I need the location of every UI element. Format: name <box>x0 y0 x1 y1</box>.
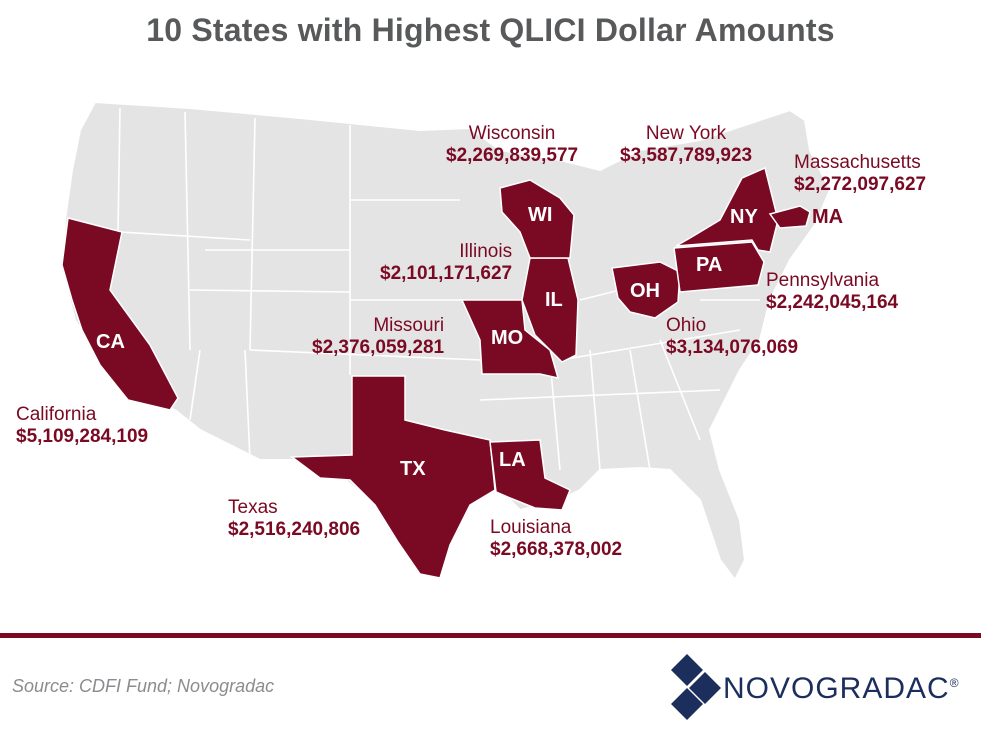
registered-mark: ® <box>949 676 960 690</box>
label-new-york: New York $3,587,789,923 <box>620 123 752 167</box>
state-amount: $2,272,097,627 <box>794 173 927 195</box>
label-texas: Texas $2,516,240,806 <box>228 497 360 541</box>
label-ohio: Ohio $3,134,076,069 <box>666 315 798 359</box>
label-wisconsin: Wisconsin $2,269,839,577 <box>446 123 578 167</box>
state-amount: $2,516,240,806 <box>228 518 361 540</box>
diamond-logo-icon <box>671 654 721 720</box>
state-MO[interactable] <box>460 299 560 380</box>
abbr-IL: IL <box>545 289 563 311</box>
state-TX[interactable] <box>289 375 496 579</box>
state-name: Massachusetts <box>794 152 921 173</box>
label-massachusetts: Massachusetts $2,272,097,627 <box>794 152 926 196</box>
abbr-MA: MA <box>812 206 844 228</box>
state-name: California <box>16 404 97 425</box>
state-name: New York <box>645 123 727 144</box>
state-name: Ohio <box>666 315 707 336</box>
state-amount: $2,376,059,281 <box>312 336 445 358</box>
abbr-PA: PA <box>696 254 723 276</box>
label-missouri: Missouri $2,376,059,281 <box>312 315 444 359</box>
state-MA[interactable] <box>768 205 811 229</box>
state-name: Illinois <box>459 241 513 262</box>
state-OH[interactable] <box>611 261 681 319</box>
logo-text: NOVOGRADAC <box>723 672 950 705</box>
state-name: Pennsylvania <box>766 270 880 291</box>
logo-wordmark: NOVOGRADAC® <box>723 672 960 706</box>
state-name: Louisiana <box>490 517 572 538</box>
abbr-LA: LA <box>499 449 526 471</box>
state-PA[interactable] <box>673 241 765 293</box>
label-pennsylvania: Pennsylvania $2,242,045,164 <box>766 270 898 314</box>
state-amount: $2,242,045,164 <box>766 291 899 313</box>
state-name: Texas <box>228 497 278 518</box>
abbr-OH: OH <box>630 280 660 302</box>
state-name: Missouri <box>373 315 445 336</box>
label-illinois: Illinois $2,101,171,627 <box>380 241 512 285</box>
state-amount: $2,269,839,577 <box>446 144 579 166</box>
state-amount: $5,109,284,109 <box>16 425 149 447</box>
state-name: Wisconsin <box>468 123 556 144</box>
state-IL[interactable] <box>521 257 579 363</box>
label-california: California $5,109,284,109 <box>16 404 148 448</box>
label-louisiana: Louisiana $2,668,378,002 <box>490 517 622 561</box>
state-WI[interactable] <box>499 179 575 259</box>
abbr-WI: WI <box>528 204 553 226</box>
state-LA[interactable] <box>489 439 571 511</box>
abbr-CA: CA <box>96 331 125 353</box>
state-amount: $3,134,076,069 <box>666 336 799 358</box>
chart-title: 10 States with Highest QLICI Dollar Amou… <box>146 12 835 48</box>
state-borders <box>117 107 760 471</box>
novogradac-logo: NOVOGRADAC® <box>665 652 975 722</box>
divider-rule <box>0 633 981 638</box>
state-amount: $2,101,171,627 <box>380 262 513 284</box>
abbr-NY: NY <box>730 206 758 228</box>
state-amount: $2,668,378,002 <box>490 538 623 560</box>
us-outline <box>60 100 832 582</box>
state-NY[interactable] <box>675 166 779 253</box>
state-CA[interactable] <box>61 217 179 411</box>
state-amount: $3,587,789,923 <box>620 144 753 166</box>
abbr-TX: TX <box>400 458 426 480</box>
abbr-MO: MO <box>491 327 524 349</box>
source-note: Source: CDFI Fund; Novogradac <box>12 676 275 696</box>
